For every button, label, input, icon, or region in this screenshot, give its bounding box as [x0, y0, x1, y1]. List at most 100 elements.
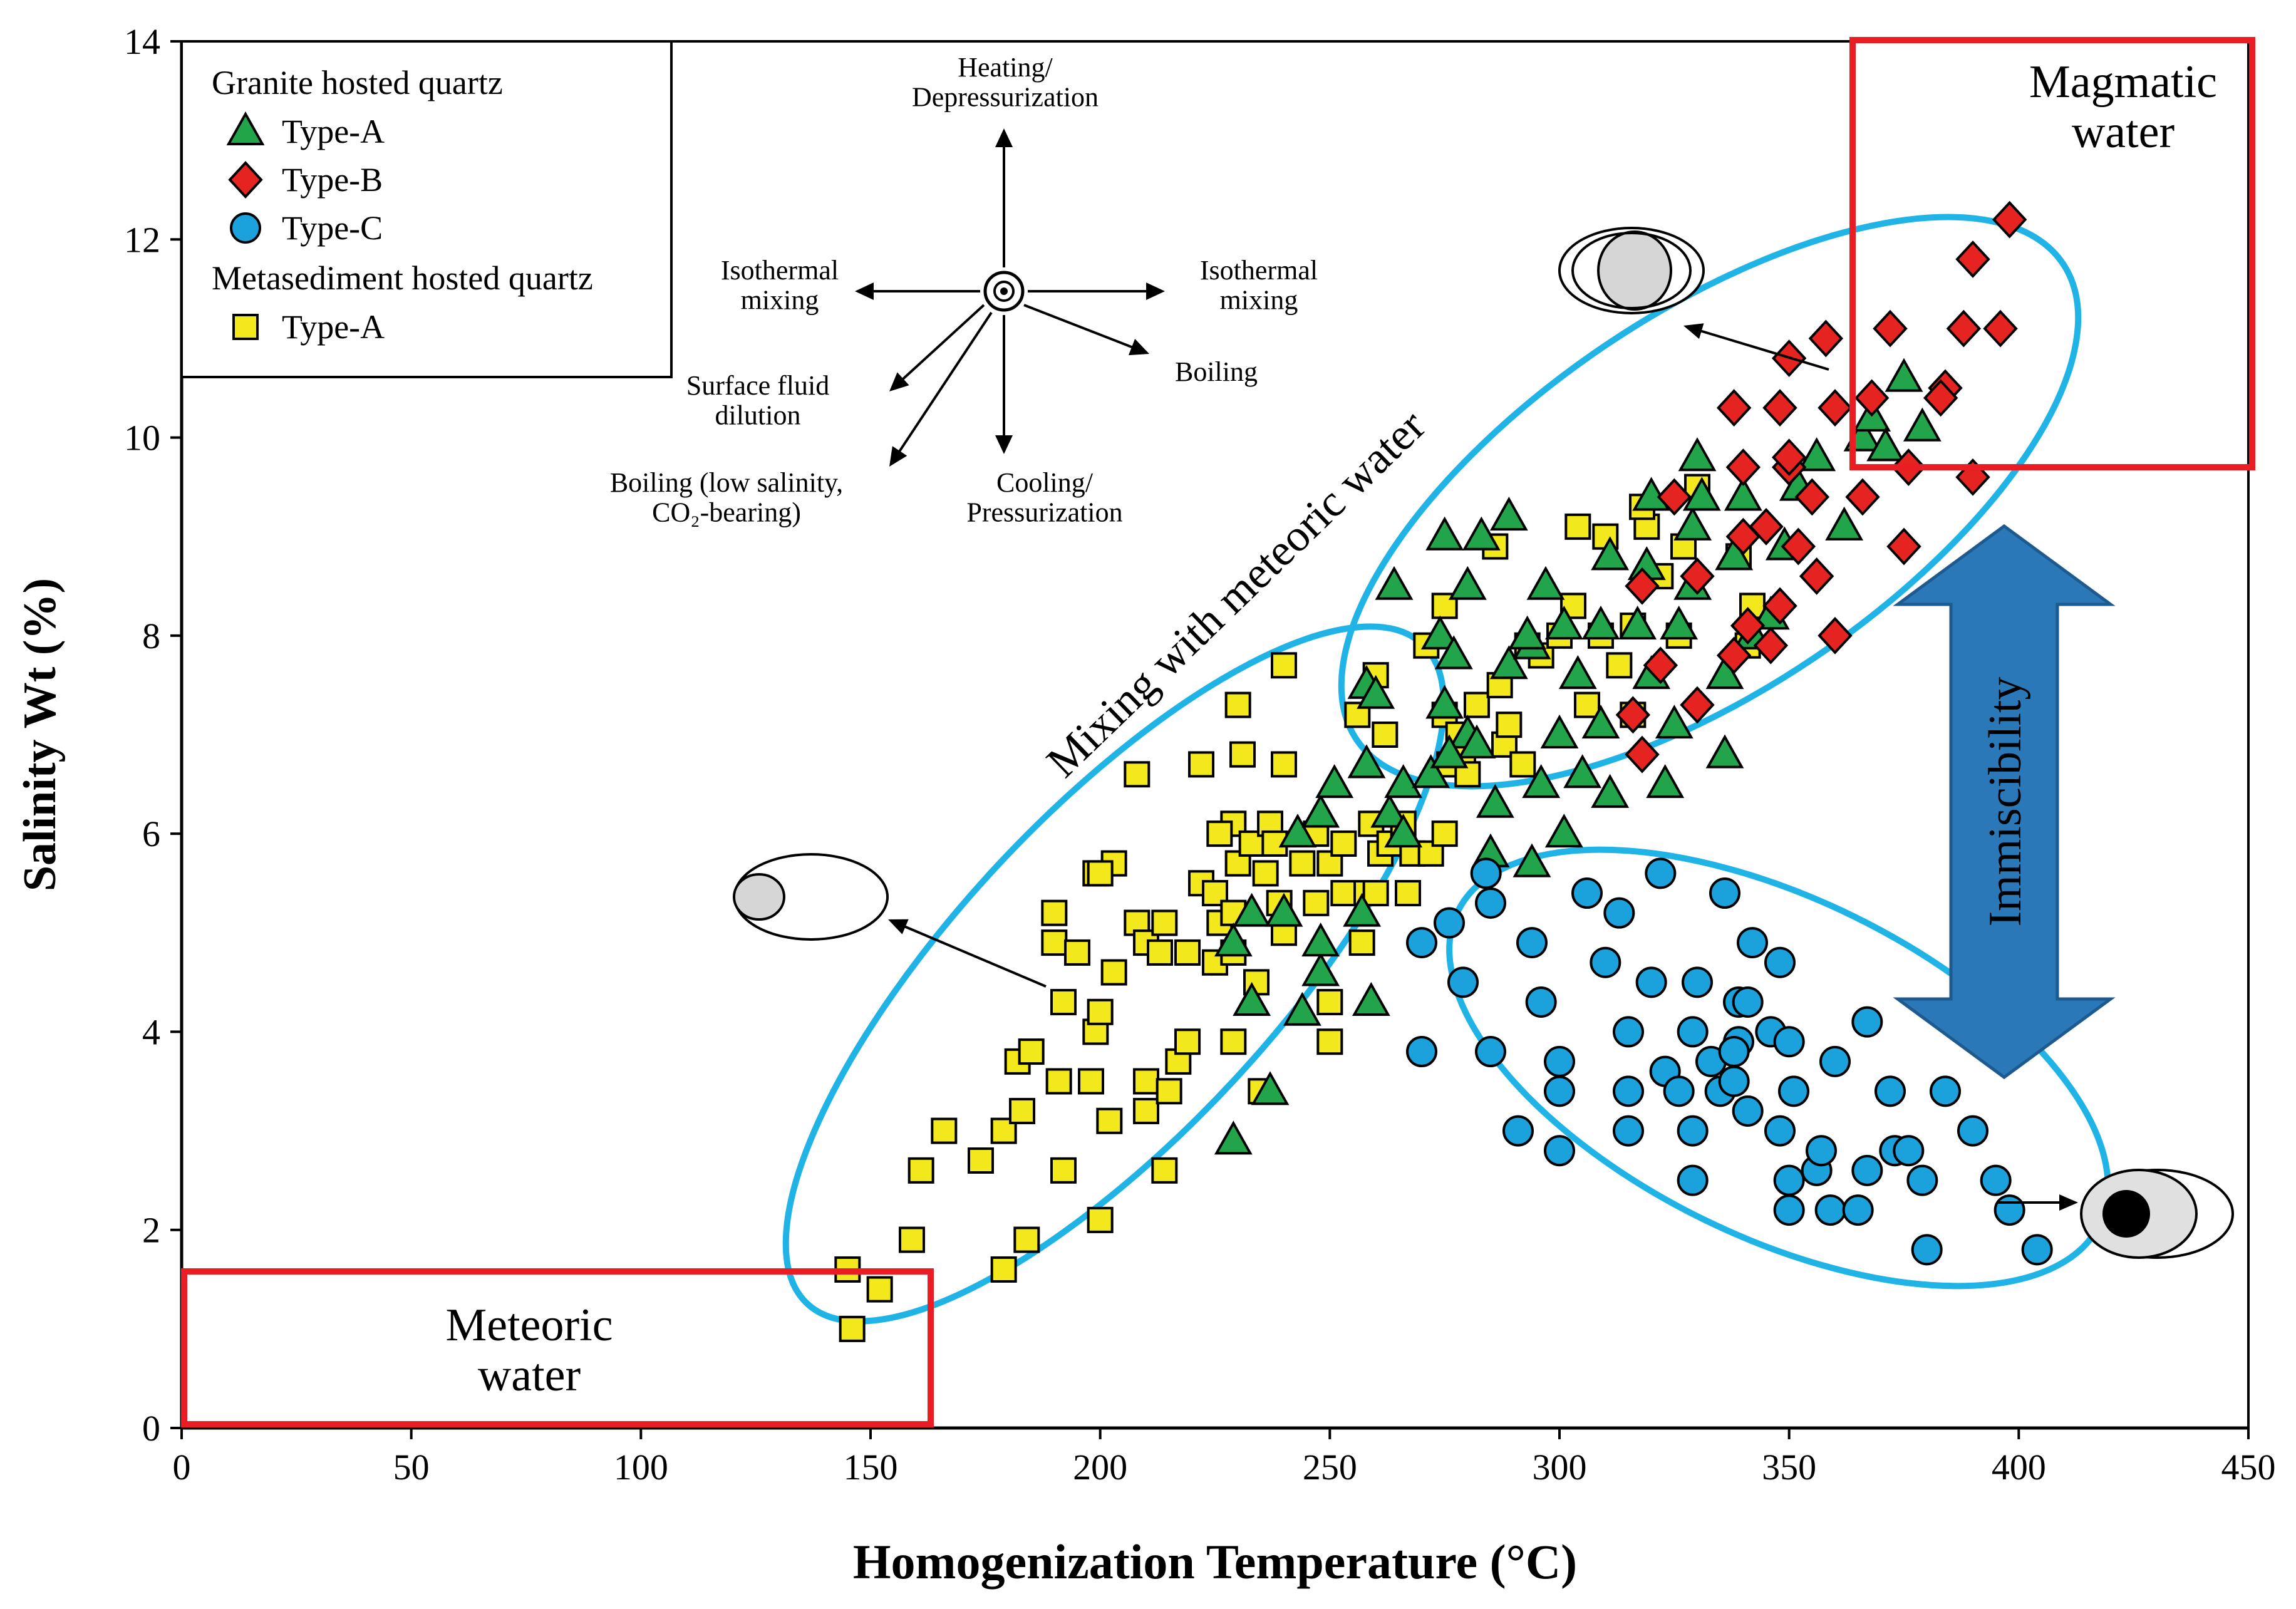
data-point-meta_a [1050, 1157, 1077, 1184]
data-point-granite_a [1678, 437, 1717, 472]
data-point-granite_c [1544, 1045, 1575, 1077]
legend-marker-granite_c [230, 212, 261, 244]
x-tick-label: 450 [2221, 1447, 2276, 1487]
y-tick-label: 14 [124, 21, 160, 62]
data-point-granite_b [1749, 507, 1784, 546]
data-point-meta_a [1087, 998, 1114, 1025]
legend-box [180, 40, 673, 378]
process-vector-arrowhead [995, 128, 1013, 147]
data-point-granite_a [1370, 794, 1409, 828]
process-vector-line [895, 311, 993, 457]
data-point-granite_a [1233, 892, 1271, 927]
data-point-granite_b [1799, 557, 1834, 595]
label-surface-fluid-dilution: Surface fluid dilution [686, 370, 829, 431]
data-point-granite_c [1544, 1135, 1575, 1167]
data-point-granite_a [1425, 516, 1464, 551]
data-point-granite_c [1957, 1115, 1988, 1147]
data-point-granite_c [1718, 1036, 1750, 1068]
immiscibility-label: Immiscibility [1980, 677, 2031, 927]
data-point-granite_c [1544, 1075, 1575, 1107]
data-point-granite_a [1462, 516, 1501, 551]
data-point-granite_c [1677, 1164, 1709, 1196]
data-point-granite_a [1581, 605, 1620, 640]
data-point-meta_a [931, 1117, 958, 1144]
data-point-granite_a [1544, 605, 1583, 640]
data-point-meta_a [1348, 929, 1375, 956]
data-point-granite_a [1682, 477, 1721, 511]
x-tick-label: 200 [1073, 1447, 1127, 1487]
data-point-meta_a [1151, 1157, 1178, 1184]
data-point-granite_c [1819, 1045, 1851, 1077]
data-point-granite_b [1923, 379, 1958, 417]
data-point-granite_c [1930, 1075, 1961, 1107]
data-point-granite_c [1571, 877, 1603, 909]
data-point-meta_a [839, 1315, 866, 1342]
data-point-granite_a [1352, 981, 1390, 1016]
y-tick-label: 2 [142, 1210, 160, 1251]
y-tick-label: 10 [124, 418, 160, 458]
data-point-granite_b [1716, 389, 1752, 427]
data-point-granite_a [1526, 566, 1565, 600]
data-point-granite_a [1315, 763, 1354, 799]
data-point-granite_a [1618, 605, 1657, 640]
data-point-granite_a [1797, 437, 1836, 472]
magmatic-water-label: Magmatic water [2029, 56, 2217, 158]
data-points-layer [834, 200, 2053, 1342]
x-axis-title: Homogenization Temperature (°C) [853, 1534, 1577, 1589]
type-b-trend-ellipse [1338, 214, 2082, 790]
data-point-granite_c [1709, 877, 1740, 909]
series-granite_b [1615, 200, 2027, 773]
data-point-meta_a [1013, 1226, 1040, 1253]
data-point-granite_a [1655, 705, 1694, 739]
data-point-granite_c [1737, 927, 1768, 959]
process-vector-arrowhead [889, 372, 909, 391]
data-point-granite_a [1673, 506, 1712, 541]
process-vector-line [1023, 304, 1139, 351]
data-point-meta_a [1496, 711, 1523, 738]
data-point-granite_a [1544, 814, 1583, 848]
data-point-meta_a [1464, 691, 1490, 718]
data-point-granite_a [1412, 754, 1451, 789]
data-point-granite_a [1866, 427, 1905, 462]
data-point-granite_b [1818, 616, 1853, 654]
data-point-granite_b [1762, 587, 1797, 625]
y-tick-label: 8 [142, 616, 160, 656]
legend-label-granite_a: Type-A [282, 113, 385, 150]
data-point-granite_b [1955, 240, 1990, 278]
data-point-granite_c [1603, 897, 1635, 929]
data-point-meta_a [1100, 959, 1127, 986]
vector-origin-dot [1000, 287, 1008, 295]
data-point-granite_c [1434, 907, 1465, 939]
data-point-meta_a [899, 1226, 925, 1253]
data-point-granite_c [1911, 1234, 1943, 1266]
data-point-granite_b [1615, 696, 1651, 734]
data-point-granite_a [1347, 744, 1386, 779]
data-point-meta_a [1372, 722, 1399, 748]
data-point-meta_a [1009, 1097, 1035, 1124]
process-vector-arrowhead [1146, 282, 1165, 300]
data-point-granite_c [1993, 1194, 2025, 1226]
data-point-meta_a [1147, 939, 1173, 966]
y-axis-title: Salinity Wt (%) [14, 578, 66, 891]
data-point-granite_a [1591, 536, 1630, 571]
data-point-granite_a [1384, 763, 1423, 799]
data-point-granite_b [1983, 309, 2018, 348]
data-point-granite_c [1406, 1036, 1437, 1068]
data-point-granite_c [1764, 946, 1796, 978]
legend-label-meta_a: Type-A [282, 308, 385, 346]
y-tick-label: 0 [142, 1408, 160, 1449]
data-point-granite_a [1705, 734, 1744, 768]
data-point-granite_b [1680, 557, 1715, 595]
data-point-granite_c [1645, 857, 1677, 889]
data-point-granite_a [1724, 477, 1762, 511]
data-point-granite_c [1613, 1075, 1644, 1107]
label-cooling: Cooling/Pressurization [966, 467, 1122, 528]
inclusion-solid-icon [2102, 1190, 2150, 1238]
data-point-granite_a [1448, 566, 1487, 600]
data-point-granite_a [1563, 754, 1602, 789]
data-point-granite_b [1625, 735, 1660, 773]
data-point-granite_c [1677, 1115, 1709, 1147]
inclusion-glyph-type-b [1558, 227, 1705, 314]
